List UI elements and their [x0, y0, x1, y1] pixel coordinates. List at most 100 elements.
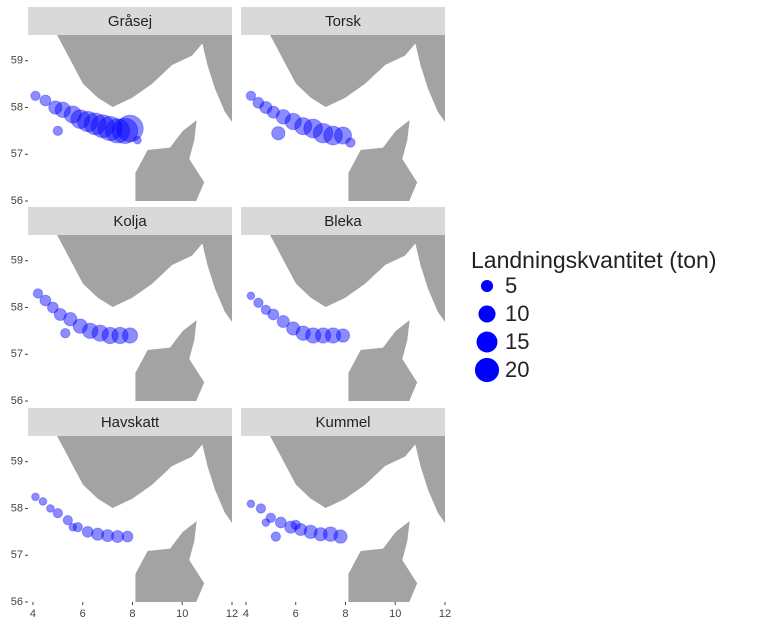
- land: [134, 519, 206, 602]
- bubble: [295, 325, 311, 341]
- facet-strip: [241, 7, 445, 35]
- bubble: [323, 125, 343, 146]
- y-tick-label: 57: [11, 549, 23, 561]
- panel: [28, 436, 232, 602]
- bubble: [38, 497, 48, 506]
- land: [134, 318, 206, 401]
- land: [269, 235, 445, 324]
- legend-key: [478, 305, 496, 323]
- land: [269, 35, 445, 124]
- land: [134, 118, 206, 201]
- bubble: [133, 135, 142, 145]
- bubble: [111, 529, 125, 544]
- land: [347, 519, 419, 602]
- y-tick-label: 57: [11, 148, 23, 160]
- bubble: [46, 504, 55, 513]
- bubble: [116, 114, 144, 143]
- bubble: [290, 519, 301, 531]
- bubble: [245, 90, 257, 101]
- x-tick-label: 4: [30, 608, 36, 620]
- bubble: [121, 530, 134, 543]
- bubble: [260, 304, 272, 315]
- bubble: [111, 117, 139, 145]
- bubble: [39, 294, 52, 307]
- bubble: [68, 522, 78, 532]
- y-tick-label: 57: [11, 348, 23, 360]
- bubble: [324, 327, 342, 344]
- bubble: [294, 117, 313, 136]
- land: [56, 436, 232, 525]
- bubble: [77, 110, 99, 133]
- legend-title: Landningskvantitet (ton): [471, 247, 717, 273]
- bubble: [97, 115, 123, 142]
- facet-title: Havskatt: [101, 414, 160, 431]
- bubble: [31, 492, 40, 502]
- legend-label: 5: [505, 273, 517, 298]
- bubble: [46, 301, 59, 314]
- bubble: [54, 101, 71, 118]
- x-tick-label: 8: [129, 608, 135, 620]
- y-tick-label: 56: [11, 395, 23, 407]
- bubble: [72, 522, 83, 533]
- bubble: [101, 326, 119, 345]
- x-tick-label: 6: [80, 608, 86, 620]
- legend-label: 15: [505, 329, 529, 354]
- bubble: [252, 96, 265, 109]
- land: [56, 35, 232, 124]
- bubble: [48, 100, 63, 115]
- bubble: [81, 525, 94, 538]
- bubble: [60, 328, 71, 339]
- facet-strip: [28, 207, 232, 235]
- facet-title: Torsk: [325, 13, 361, 30]
- bubble: [121, 327, 139, 344]
- bubble: [333, 126, 353, 145]
- bubble: [271, 126, 286, 141]
- y-tick-label: 58: [11, 502, 23, 514]
- facet-strip: [241, 207, 445, 235]
- bubble: [253, 297, 264, 308]
- bubble: [63, 312, 78, 327]
- bubble: [265, 512, 277, 524]
- y-tick-label: 59: [11, 55, 23, 67]
- land: [347, 118, 419, 201]
- bubble: [52, 125, 64, 137]
- x-tick-label: 10: [176, 608, 188, 620]
- facet-title: Gråsej: [108, 13, 152, 30]
- bubble: [266, 105, 280, 119]
- land: [269, 436, 445, 525]
- y-tick-label: 58: [11, 301, 23, 313]
- bubble: [82, 322, 99, 339]
- bubble: [53, 307, 67, 322]
- bubble: [303, 524, 318, 539]
- bubble: [32, 288, 44, 299]
- bubble: [30, 90, 41, 101]
- bubble: [246, 291, 256, 301]
- y-tick-label: 56: [11, 596, 23, 608]
- facet-title: Kolja: [113, 213, 147, 230]
- bubble: [286, 321, 301, 336]
- legend-label: 20: [505, 357, 529, 382]
- bubble: [284, 520, 298, 534]
- bubble: [312, 122, 334, 144]
- panel: [241, 35, 445, 201]
- bubble: [70, 109, 91, 130]
- x-tick-label: 12: [226, 608, 238, 620]
- x-tick-label: 12: [439, 608, 451, 620]
- bubble: [345, 137, 356, 148]
- legend-key: [480, 279, 494, 293]
- bubble: [91, 527, 105, 541]
- x-tick-label: 4: [243, 608, 249, 620]
- bubble: [335, 328, 351, 343]
- facet-title: Bleka: [324, 213, 362, 230]
- bubble: [63, 105, 82, 124]
- land: [56, 235, 232, 324]
- bubble: [267, 308, 280, 321]
- bubble: [261, 518, 271, 527]
- y-tick-label: 59: [11, 456, 23, 468]
- panel: [28, 235, 232, 401]
- bubble: [305, 327, 322, 344]
- land: [347, 318, 419, 401]
- bubble: [104, 118, 131, 144]
- bubble: [294, 522, 308, 537]
